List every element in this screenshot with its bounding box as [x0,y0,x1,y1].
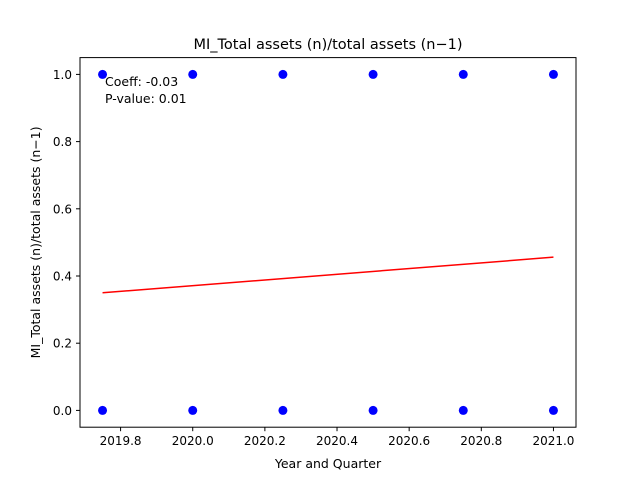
data-point [368,405,378,415]
plot-area [98,69,558,415]
x-tick-label: 2021.0 [532,434,574,448]
data-point [368,69,378,79]
x-tick-label: 2020.6 [388,434,430,448]
x-tick-label: 2019.8 [100,434,142,448]
x-tick-label: 2020.0 [172,434,214,448]
y-tick-label: 0.2 [53,337,72,351]
y-tick-label: 1.0 [53,68,72,82]
y-tick-label: 0.0 [53,404,72,418]
data-point [188,69,198,79]
y-axis-label: MI_Total assets (n)/total assets (n−1) [28,126,43,358]
x-axis-label: Year and Quarter [274,456,382,471]
regression-line [102,256,554,294]
p-value-annotation: P-value: 0.01 [105,91,187,106]
axes-frame [79,57,577,428]
coefficient-annotation: Coeff: -0.03 [105,74,178,89]
chart-title: MI_Total assets (n)/total assets (n−1) [193,37,462,53]
y-tick-label: 0.6 [53,202,72,216]
x-tick-label: 2020.8 [460,434,502,448]
data-point [188,405,198,415]
data-point [458,69,468,79]
x-tick-label: 2020.2 [244,434,286,448]
data-point [98,405,108,415]
data-point [278,69,288,79]
x-tick-label: 2020.4 [316,434,358,448]
data-point [98,69,108,79]
axis-ticks: 2019.8 2020.0 2020.2 2020.4 2020.6 2020.8 2021… [53,68,575,448]
data-point [548,69,558,79]
y-tick-label: 0.8 [53,135,72,149]
data-point [458,405,468,415]
data-point [548,405,558,415]
data-point [278,405,288,415]
y-tick-label: 0.4 [53,270,72,284]
